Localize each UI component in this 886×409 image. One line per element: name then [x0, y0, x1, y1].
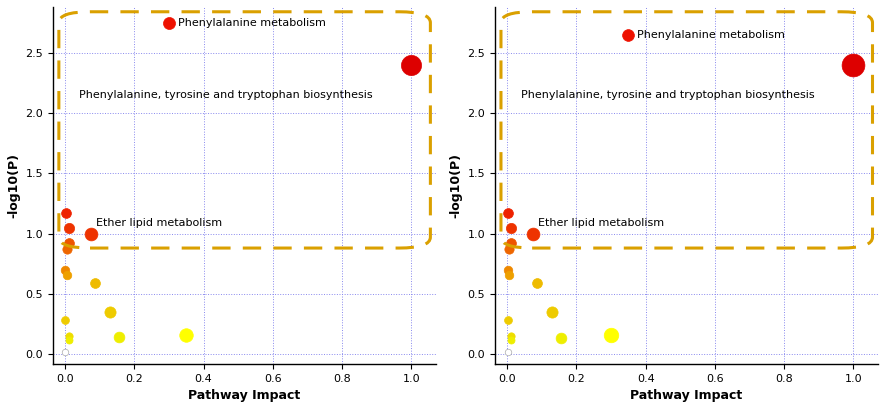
- Point: [62, 224, 76, 231]
- Point: [545, 309, 559, 315]
- Point: [62, 333, 76, 339]
- Point: [59, 210, 74, 216]
- X-axis label: Pathway Impact: Pathway Impact: [188, 389, 300, 402]
- Point: [59, 246, 74, 252]
- Point: [620, 31, 634, 38]
- Text: Phenylalanine, tyrosine and tryptophan biosynthesis: Phenylalanine, tyrosine and tryptophan b…: [520, 90, 813, 100]
- Text: Phenylalanine metabolism: Phenylalanine metabolism: [636, 30, 784, 40]
- Point: [62, 336, 76, 343]
- Point: [58, 317, 73, 324]
- Point: [404, 61, 418, 68]
- Point: [103, 309, 117, 315]
- Text: Ether lipid metabolism: Ether lipid metabolism: [538, 218, 664, 227]
- Point: [504, 336, 518, 343]
- Text: Ether lipid metabolism: Ether lipid metabolism: [97, 218, 222, 227]
- Point: [500, 348, 514, 355]
- Point: [84, 230, 98, 237]
- Y-axis label: -log10(P): -log10(P): [448, 153, 462, 218]
- Point: [504, 224, 518, 231]
- Point: [179, 332, 193, 338]
- Point: [58, 267, 73, 273]
- Point: [501, 271, 516, 278]
- Point: [59, 271, 74, 278]
- Point: [58, 348, 73, 355]
- Point: [112, 334, 126, 341]
- Point: [504, 333, 518, 339]
- X-axis label: Pathway Impact: Pathway Impact: [630, 389, 742, 402]
- Point: [504, 240, 518, 247]
- Point: [553, 335, 567, 342]
- Point: [525, 230, 540, 237]
- Point: [501, 210, 515, 216]
- Text: Phenylalanine, tyrosine and tryptophan biosynthesis: Phenylalanine, tyrosine and tryptophan b…: [79, 90, 372, 100]
- Point: [161, 19, 175, 26]
- Point: [529, 280, 543, 286]
- Text: Phenylalanine metabolism: Phenylalanine metabolism: [177, 18, 325, 28]
- Point: [500, 267, 514, 273]
- Point: [500, 317, 514, 324]
- Point: [603, 332, 618, 338]
- Point: [501, 246, 516, 252]
- Point: [62, 240, 76, 247]
- Y-axis label: -log10(P): -log10(P): [7, 153, 19, 218]
- Point: [845, 61, 859, 68]
- Point: [88, 280, 102, 286]
